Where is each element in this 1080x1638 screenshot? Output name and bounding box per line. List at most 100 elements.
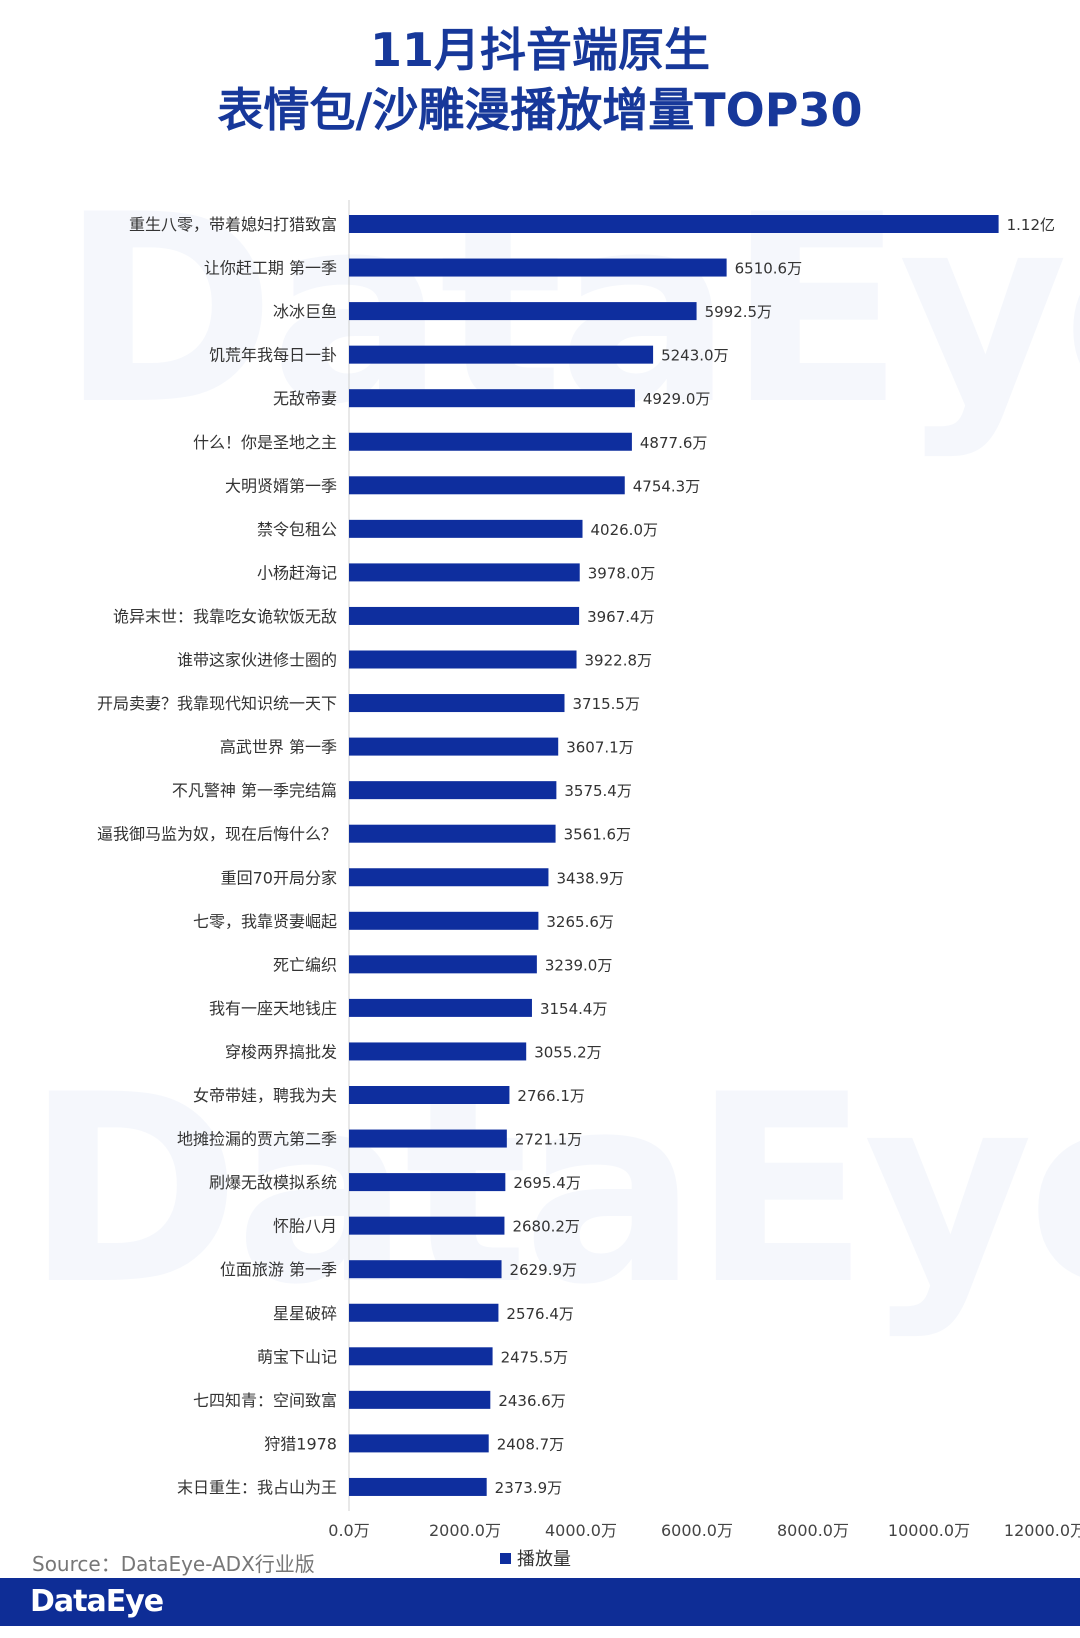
category-label: 无敌帝妻 [273,389,337,408]
category-label: 七零，我靠贤妻崛起 [193,912,337,931]
category-label: 饥荒年我每日一卦 [209,346,337,365]
data-label: 2629.9万 [510,1261,577,1279]
chart-title-line1: 11月抖音端原生 [369,23,710,77]
bar [349,1434,489,1453]
data-label: 2695.4万 [513,1174,581,1192]
x-tick-label: 4000.0万 [545,1521,617,1540]
data-label: 3239.0万 [545,956,613,974]
watermark-bottom: DataEye [25,1040,1080,1342]
data-label: 2576.4万 [506,1305,574,1323]
data-label: 2408.7万 [497,1435,565,1453]
bar [349,694,565,713]
bar [349,955,537,974]
category-label: 大明贤婿第一季 [225,476,337,495]
category-label: 冰冰巨鱼 [273,302,337,321]
category-label: 小杨赶海记 [257,563,337,582]
bar [349,1173,506,1192]
data-label: 2721.1万 [515,1131,583,1149]
category-label: 死亡编织 [273,955,337,974]
legend-swatch [500,1552,511,1564]
bar [349,563,580,582]
footer-bar: DataEye [0,1578,1080,1626]
bar [349,345,654,364]
category-label: 禁令包租公 [257,520,337,539]
bar [349,1347,493,1366]
category-label: 穿梭两界搞批发 [225,1042,337,1061]
category-label: 萌宝下山记 [257,1347,337,1366]
data-label: 5992.5万 [705,303,773,321]
data-label: 3055.2万 [534,1043,602,1061]
category-label: 狩猎1978 [264,1434,337,1453]
category-label: 高武世界 第一季 [220,738,337,757]
legend-label: 播放量 [517,1549,571,1570]
data-label: 3154.4万 [540,1000,608,1018]
category-label: 怀胎八月 [273,1217,337,1236]
bar [349,1042,527,1061]
bar [349,1477,487,1496]
category-label: 刷爆无敌模拟系统 [209,1173,337,1192]
data-label: 3922.8万 [585,652,653,670]
data-label: 4754.3万 [633,477,701,495]
bar [349,781,557,800]
category-label: 诡异末世：我靠吃女诡软饭无敌 [113,607,337,626]
data-label: 2475.5万 [501,1348,568,1366]
data-label: 3561.6万 [564,826,632,844]
category-label: 我有一座天地钱庄 [209,999,337,1018]
x-tick-label: 6000.0万 [661,1521,733,1540]
x-tick-label: 12000.0万 [1004,1521,1080,1540]
data-label: 2680.2万 [512,1218,580,1236]
data-label: 3715.5万 [572,695,640,713]
bar [349,1260,502,1279]
category-label: 什么！你是圣地之主 [193,433,337,452]
bar [349,1129,507,1148]
category-label: 谁带这家伙进修士圈的 [177,651,337,670]
data-label: 6510.6万 [735,260,803,278]
data-label: 3265.6万 [546,913,614,931]
x-tick-label: 8000.0万 [777,1521,849,1540]
bar [349,258,727,277]
data-label: 4026.0万 [591,521,659,539]
data-label: 2766.1万 [517,1087,585,1105]
chart-title-line2: 表情包/沙雕漫播放增量TOP30 [217,83,863,137]
data-label: 1.12亿 [1007,216,1055,234]
category-label: 女帝带娃，聘我为夫 [193,1086,337,1105]
bar [349,302,697,321]
bar [349,519,583,538]
bar [349,389,635,408]
bar [349,998,532,1017]
bar [349,737,559,756]
data-label: 3438.9万 [556,869,624,887]
source-note: Source：DataEye-ADX行业版 [32,1552,315,1576]
bar [349,650,577,669]
category-label: 地摊捡漏的贾亢第二季 [177,1130,337,1149]
bar [349,824,556,843]
data-label: 3575.4万 [564,782,632,800]
data-label: 3967.4万 [587,608,655,626]
bar [349,606,580,625]
data-label: 2373.9万 [495,1479,562,1497]
bar [349,1216,505,1235]
bar [349,432,632,451]
category-label: 重生八零，带着媳妇打猎致富 [129,215,337,234]
category-label: 不凡警神 第一季完结篇 [172,781,337,800]
bar [349,911,539,930]
bar [349,1303,499,1322]
bar [349,1390,491,1409]
category-label: 七四知青：空间致富 [193,1391,337,1410]
bar [349,476,625,495]
data-label: 4929.0万 [643,390,711,408]
x-tick-label: 10000.0万 [888,1521,970,1540]
bar [349,868,549,887]
bar [349,1086,510,1104]
category-label: 末日重生：我占山为王 [177,1478,337,1497]
category-label: 位面旅游 第一季 [220,1260,337,1279]
bar [349,215,999,233]
category-label: 让你赶工期 第一季 [204,259,337,278]
data-label: 3978.0万 [588,564,656,582]
category-label: 开局卖妻？我靠现代知识统一天下 [97,694,337,713]
data-label: 2436.6万 [498,1392,566,1410]
category-label: 重回70开局分家 [221,868,337,887]
footer-logo: DataEye [30,1584,164,1619]
x-tick-label: 0.0万 [328,1521,369,1540]
